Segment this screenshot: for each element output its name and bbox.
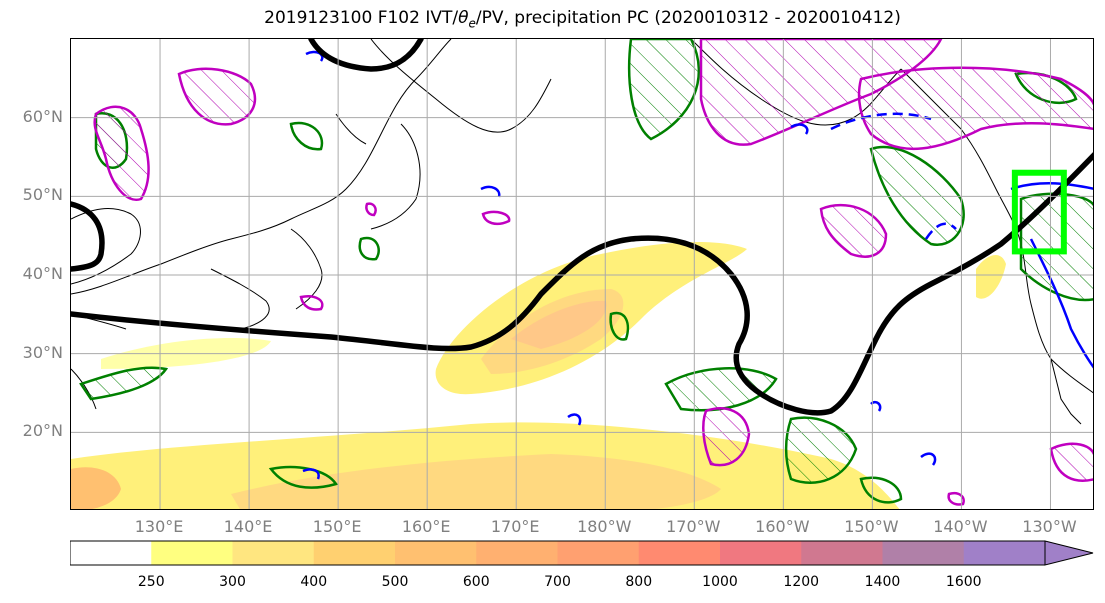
colorbar-segment bbox=[151, 541, 233, 565]
colorbar-segment bbox=[801, 541, 883, 565]
lon-tick-label: 160°E bbox=[401, 517, 451, 536]
lon-tick-label: 150°W bbox=[844, 517, 899, 536]
lon-tick-label: 170°E bbox=[490, 517, 540, 536]
pv-contours bbox=[93, 39, 1093, 506]
lon-tick-label: 160°W bbox=[755, 517, 810, 536]
colorbar-segment bbox=[638, 541, 721, 565]
colorbar-segment bbox=[882, 541, 965, 565]
lon-tick-label: 130°W bbox=[1022, 517, 1077, 536]
lon-tick-label: 140°W bbox=[933, 517, 988, 536]
lat-tick-label: 20°N bbox=[22, 421, 63, 441]
map-panel bbox=[70, 38, 1094, 510]
colorbar-tick-label: 250 bbox=[137, 574, 165, 590]
colorbar-tick-label: 1400 bbox=[864, 574, 901, 590]
lat-tick-label: 50°N bbox=[22, 185, 63, 205]
negative-contours bbox=[302, 50, 1093, 480]
page-title: 2019123100 F102 IVT/θe/PV, precipitation… bbox=[264, 8, 901, 31]
lon-tick-label: 180°W bbox=[577, 517, 632, 536]
lon-tick-label: 170°W bbox=[666, 517, 721, 536]
lat-tick-label: 30°N bbox=[22, 342, 63, 362]
colorbar-extend-arrow bbox=[1044, 540, 1094, 566]
colorbar-tick-label: 300 bbox=[219, 574, 246, 590]
colorbar-segment bbox=[557, 541, 640, 565]
colorbar-tick-label: 1000 bbox=[702, 574, 738, 590]
colorbar-segment bbox=[232, 541, 315, 565]
colorbar-outline bbox=[70, 540, 1045, 566]
map-canvas bbox=[71, 39, 1093, 509]
colorbar-tick-label: 800 bbox=[625, 574, 653, 590]
lat-tick-label: 40°N bbox=[22, 264, 63, 283]
colorbar bbox=[70, 540, 1094, 566]
colorbar-tick-label: 700 bbox=[544, 574, 571, 590]
lon-tick-label: 140°E bbox=[223, 517, 273, 536]
colorbar-segment bbox=[720, 541, 802, 565]
colorbar-segment bbox=[313, 541, 396, 565]
colorbar-segment bbox=[963, 541, 1046, 565]
lat-tick-label: 60°N bbox=[22, 106, 63, 126]
graticule bbox=[71, 39, 1093, 509]
colorbar-segment bbox=[70, 541, 152, 565]
jet-contour bbox=[71, 39, 1093, 416]
colorbar-tick-label: 500 bbox=[381, 574, 409, 590]
colorbar-segment bbox=[476, 541, 558, 565]
highlight-box bbox=[1011, 169, 1067, 255]
colorbar-tick-label: 1600 bbox=[945, 574, 982, 590]
colorbar-tick-label: 600 bbox=[462, 574, 490, 590]
colorbar-tick-label: 1200 bbox=[783, 574, 820, 590]
colorbar-segment bbox=[395, 541, 477, 565]
ivt-shading bbox=[71, 242, 1006, 509]
lon-tick-label: 150°E bbox=[312, 517, 362, 536]
colorbar-tick-label: 400 bbox=[300, 574, 328, 590]
lon-tick-label: 130°E bbox=[134, 517, 184, 536]
